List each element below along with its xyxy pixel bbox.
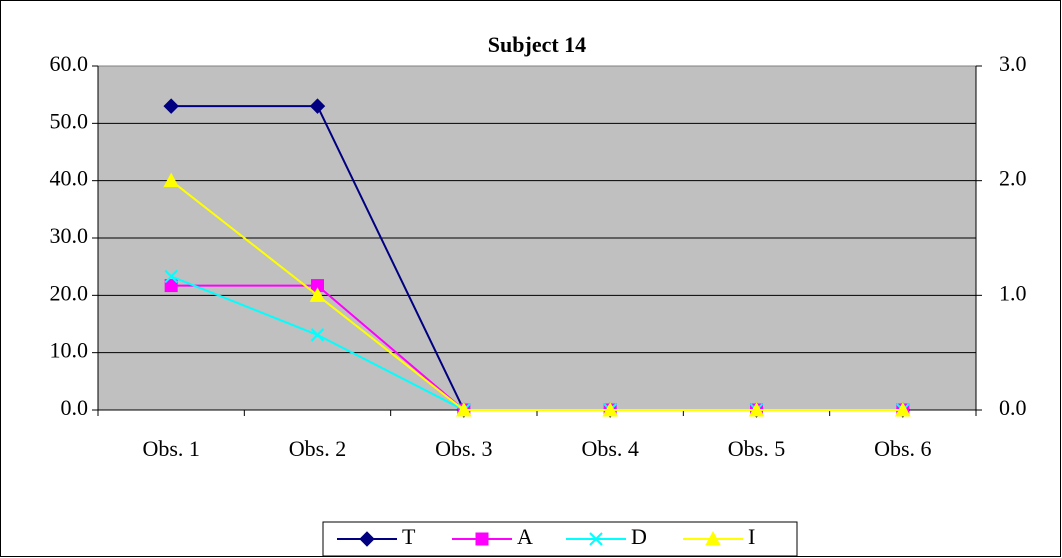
y-tick-label: 50.0 (50, 108, 89, 133)
marker (602, 401, 619, 417)
marker (894, 401, 911, 417)
series-line (170, 179, 903, 411)
y-tick-label: 30.0 (50, 223, 89, 248)
y-tick-label: 20.0 (50, 280, 89, 305)
x-tick-label: Obs. 5 (728, 436, 785, 461)
marker (705, 530, 721, 546)
x-tick-label: Obs. 6 (874, 436, 931, 461)
marker (309, 287, 326, 302)
marker (589, 532, 603, 546)
marker (164, 279, 178, 293)
x-tick-label: Obs. 4 (581, 436, 638, 461)
legend-label: D (631, 524, 647, 549)
marker (475, 532, 489, 546)
y2-tick-label: 3.0 (999, 51, 1027, 76)
legend-label: T (402, 524, 416, 549)
marker (163, 98, 179, 114)
legend-label: I (748, 524, 755, 549)
x-tick-label: Obs. 1 (142, 436, 199, 461)
marker (309, 98, 326, 114)
marker (164, 269, 178, 284)
marker (748, 401, 765, 417)
x-tick-label: Obs. 2 (289, 436, 346, 461)
y-tick-label: 10.0 (50, 338, 89, 363)
y2-tick-label: 1.0 (999, 280, 1027, 305)
legend-label: A (517, 524, 533, 549)
y2-tick-label: 2.0 (999, 166, 1027, 191)
y-tick-label: 40.0 (50, 166, 89, 191)
y-tick-label: 60.0 (50, 51, 89, 76)
y2-tick-label: 0.0 (999, 395, 1027, 420)
chart-title: Subject 14 (488, 32, 586, 57)
marker (359, 531, 375, 547)
marker (310, 328, 325, 342)
y-tick-label: 0.0 (61, 395, 89, 420)
x-tick-label: Obs. 3 (435, 436, 492, 461)
marker (163, 172, 180, 188)
marker (455, 401, 472, 417)
